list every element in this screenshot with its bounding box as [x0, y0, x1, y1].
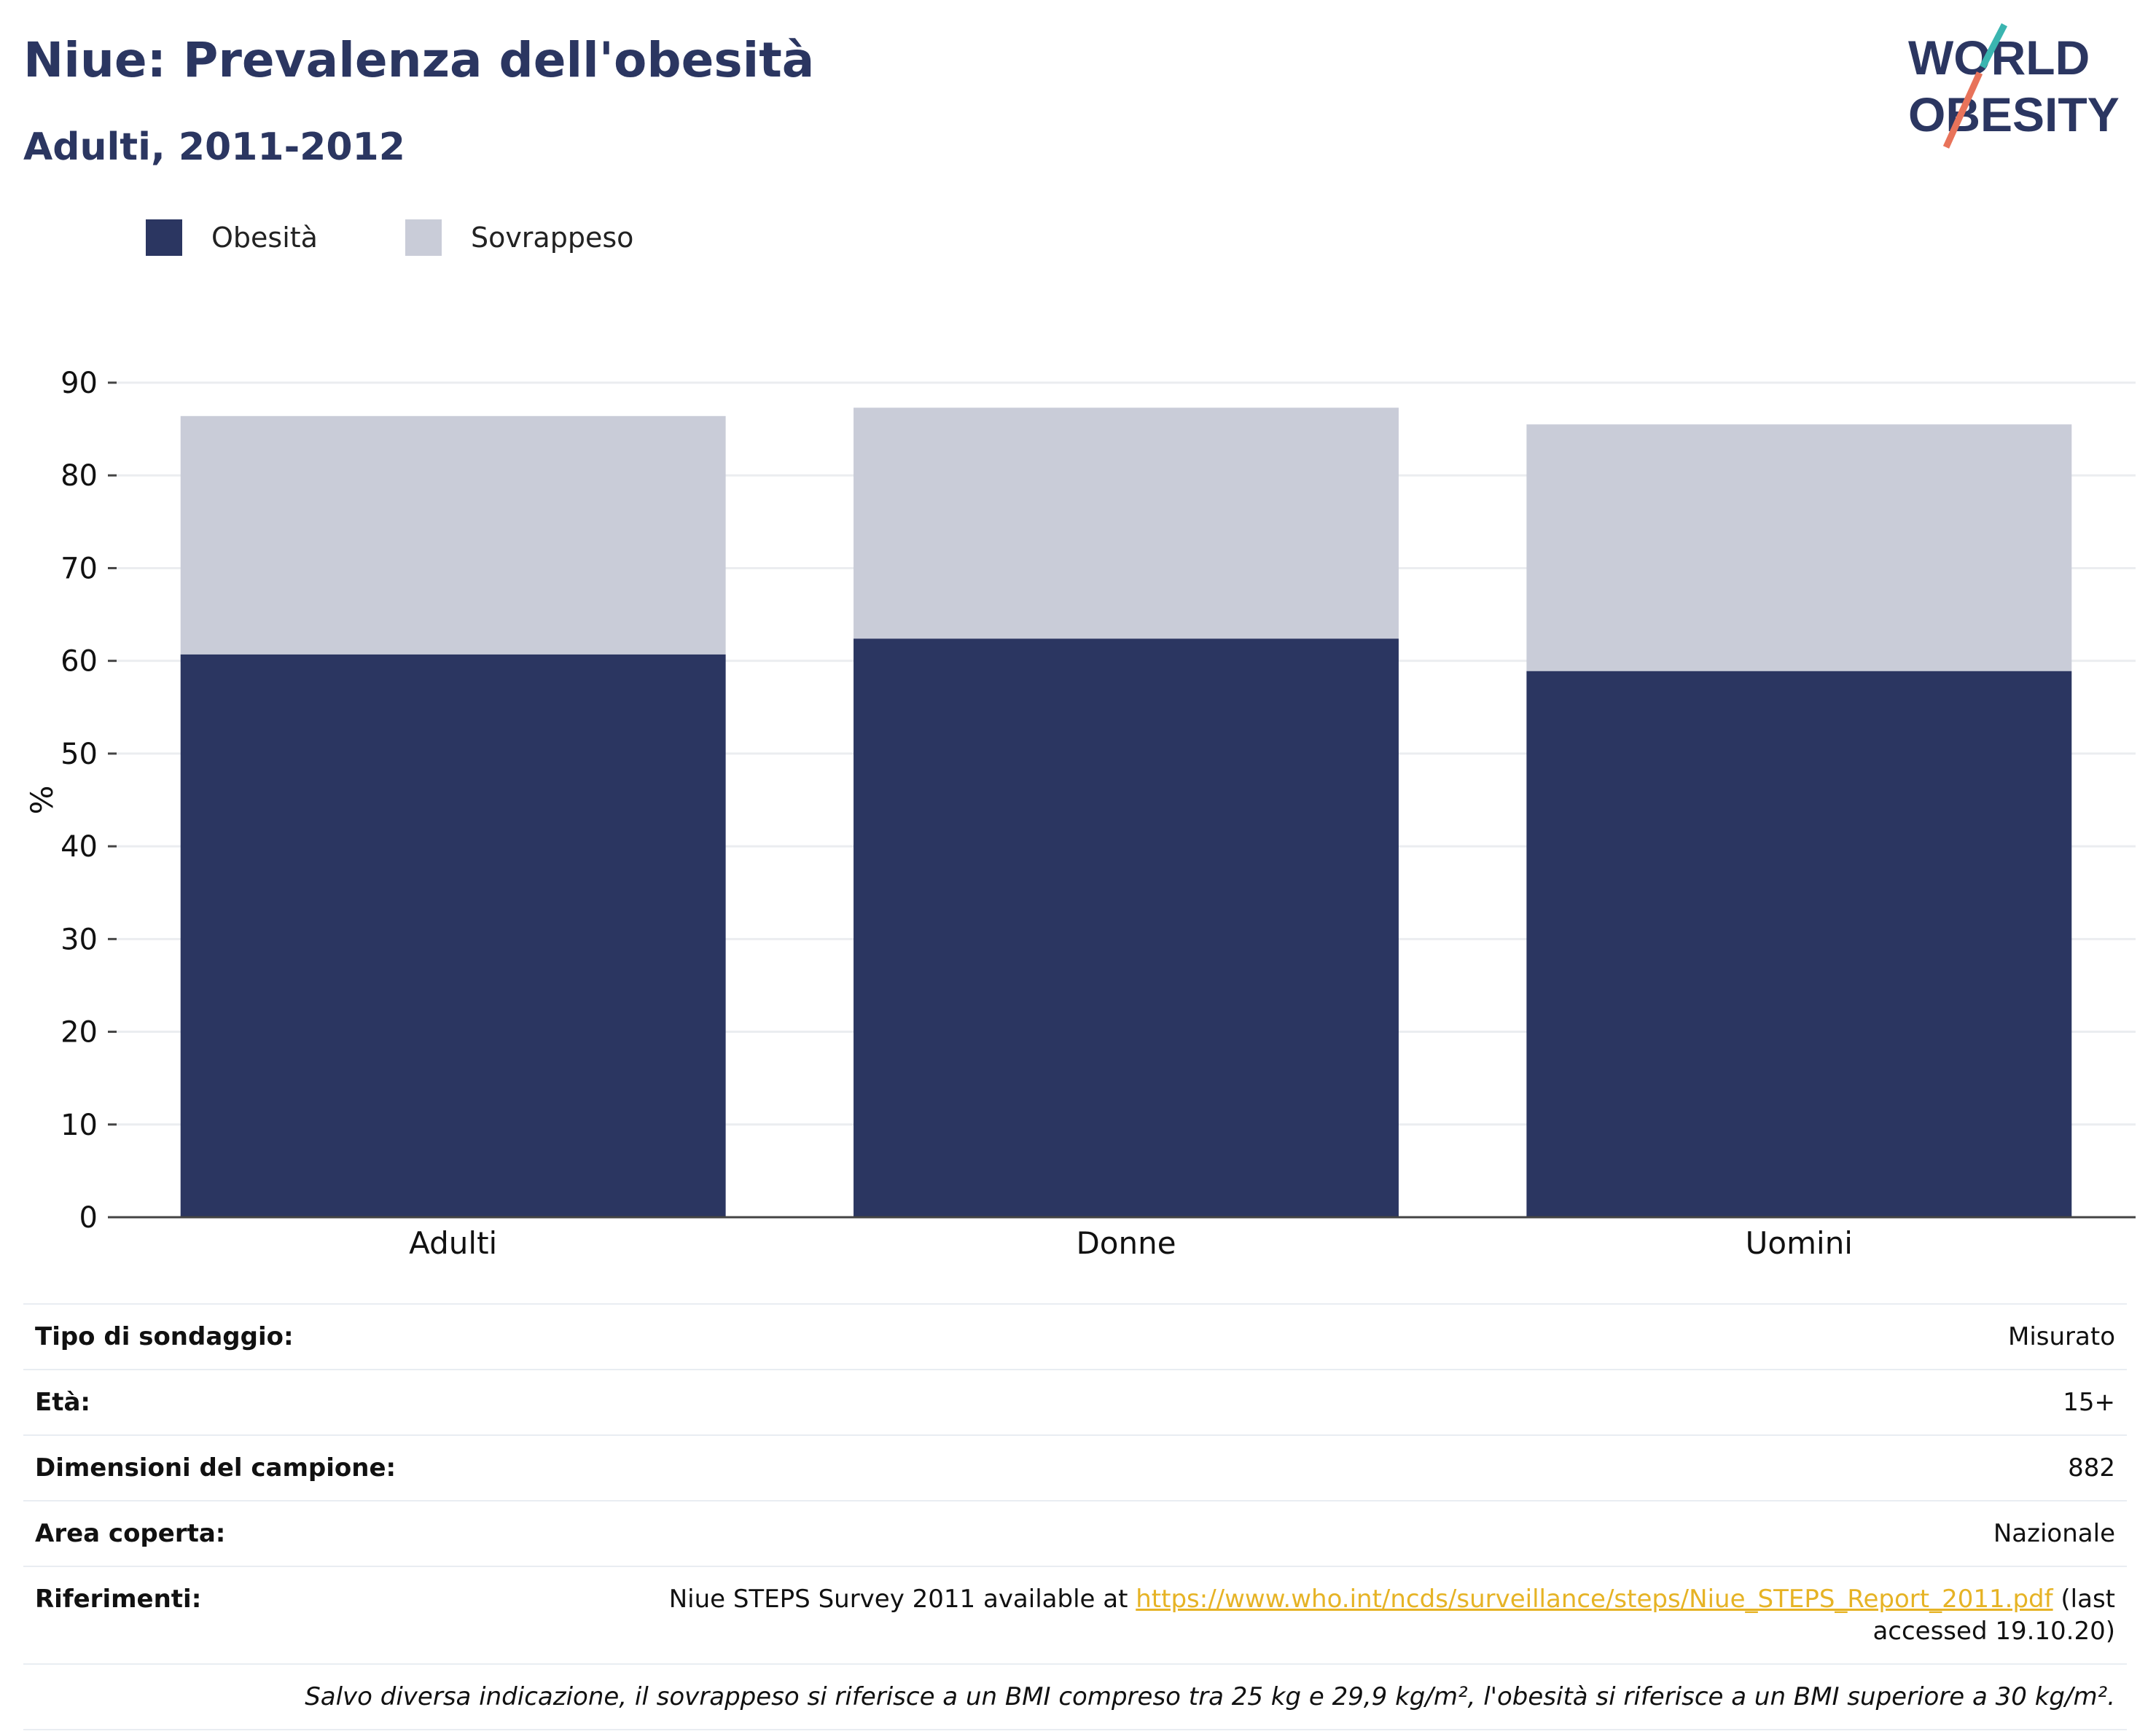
- y-tick-label: 70: [60, 552, 98, 585]
- y-tick-label: 60: [60, 645, 98, 679]
- legend-swatch-obesita: [146, 219, 182, 256]
- info-value: Misurato: [557, 1303, 2127, 1370]
- info-row-survey-type: Tipo di sondaggio: Misurato: [23, 1303, 2127, 1370]
- y-tick-label: 40: [60, 830, 98, 864]
- bar-sovrappeso-uomini: [1526, 424, 2072, 671]
- x-tick-label: Adulti: [409, 1225, 497, 1261]
- logo-text-obesity: OBESITY: [1908, 87, 2120, 141]
- reference-text: Niue STEPS Survey 2011 available at: [668, 1585, 1136, 1614]
- x-tick-label: Uomini: [1746, 1225, 1853, 1261]
- bar-sovrappeso-adulti: [180, 415, 726, 655]
- y-tick-label: 90: [60, 367, 98, 400]
- reference-accessed: (last accessed 19.10.20): [1872, 1585, 2115, 1646]
- info-label: Età:: [23, 1370, 557, 1436]
- y-tick-label: 30: [60, 923, 98, 956]
- legend-item-sovrappeso: Sovrappeso: [405, 219, 633, 256]
- survey-info-table: Tipo di sondaggio: Misurato Età: 15+ Dim…: [23, 1303, 2127, 1730]
- info-value: 15+: [557, 1370, 2127, 1436]
- info-label: Riferimenti:: [23, 1566, 557, 1665]
- info-row-note: Salvo diversa indicazione, il sovrappeso…: [23, 1664, 2127, 1730]
- info-value: 882: [557, 1435, 2127, 1501]
- legend-label-sovrappeso: Sovrappeso: [470, 222, 634, 254]
- bar-obesit--uomini: [1526, 671, 2072, 1217]
- legend-swatch-sovrappeso: [405, 219, 442, 256]
- info-row-age: Età: 15+: [23, 1370, 2127, 1436]
- info-row-area: Area coperta: Nazionale: [23, 1501, 2127, 1567]
- y-tick-label: 80: [60, 459, 98, 493]
- x-tick-label: Donne: [1076, 1225, 1176, 1261]
- y-tick-label: 20: [60, 1016, 98, 1050]
- info-label: Dimensioni del campione:: [23, 1435, 557, 1501]
- bar-chart: 0 10 20 30 40 50 60 70 80 90% Adulti Donne Uomini: [24, 367, 2136, 1261]
- info-label: Tipo di sondaggio:: [23, 1303, 557, 1370]
- chart-title: Niue: Prevalenza dell'obesità: [23, 32, 815, 88]
- world-obesity-logo: WORLD OBESITY: [1908, 23, 2120, 149]
- y-tick-label: 50: [60, 738, 98, 771]
- legend-label-obesita: Obesità: [211, 222, 318, 254]
- bar-sovrappeso-donne: [854, 407, 1399, 639]
- info-row-sample-size: Dimensioni del campione: 882: [23, 1435, 2127, 1501]
- bmi-footnote: Salvo diversa indicazione, il sovrappeso…: [23, 1664, 2127, 1730]
- info-label: Area coperta:: [23, 1501, 557, 1567]
- bar-obesit--adulti: [180, 654, 726, 1217]
- bar-obesit--donne: [854, 638, 1399, 1217]
- logo-slash-top: [1980, 23, 2007, 69]
- y-tick-label: 10: [60, 1109, 98, 1142]
- reference-value: Niue STEPS Survey 2011 available at http…: [557, 1566, 2127, 1665]
- chart-subtitle: Adulti, 2011-2012: [23, 125, 405, 169]
- reference-link[interactable]: https://www.who.int/ncds/surveillance/st…: [1136, 1585, 2053, 1614]
- chart-legend: Obesità Sovrappeso: [146, 216, 721, 259]
- info-value: Nazionale: [557, 1501, 2127, 1567]
- logo-slash-bottom: [1942, 71, 1983, 149]
- legend-item-obesita: Obesità: [146, 219, 318, 256]
- y-tick-label: 0: [79, 1201, 98, 1235]
- y-axis-label: %: [24, 786, 60, 815]
- info-row-references: Riferimenti: Niue STEPS Survey 2011 avai…: [23, 1566, 2127, 1665]
